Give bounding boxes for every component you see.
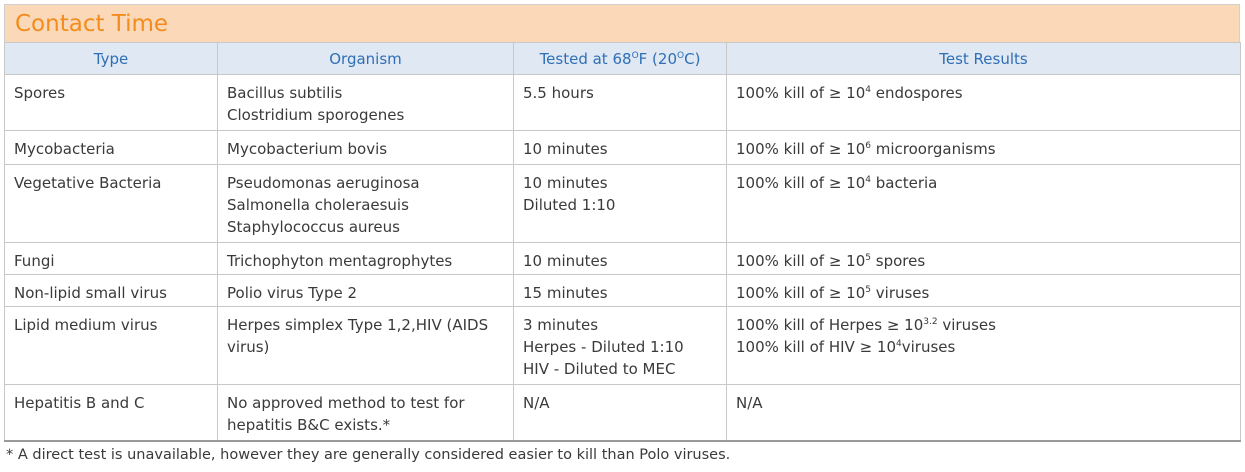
cell-type: Non-lipid small virus <box>4 274 218 307</box>
table-body: Spores Bacillus subtilis Clostridium sporo… <box>4 74 1241 442</box>
result-exponent: 6 <box>865 141 871 151</box>
cell-type: Fungi <box>4 242 218 275</box>
header-row: Type Organism Tested at 68OF (20OC) Test… <box>4 42 1241 75</box>
cell-tested: 10 minutes <box>513 242 727 275</box>
tested-line: 10 minutes <box>523 174 608 192</box>
cell-organism: Mycobacterium bovis <box>217 130 514 165</box>
cell-type: Hepatitis B and C <box>4 384 218 442</box>
organism-line: Trichophyton mentagrophytes <box>227 252 453 270</box>
cell-results: 100% kill of ≥ 106 microorganisms <box>726 130 1241 165</box>
tested-line: 10 minutes <box>523 140 608 158</box>
cell-tested: 10 minutes <box>513 130 727 165</box>
result-exponent: 4 <box>865 85 871 95</box>
tested-line: 5.5 hours <box>523 84 594 102</box>
result-text: 100% kill of ≥ 10 <box>736 174 866 192</box>
header-tested: Tested at 68OF (20OC) <box>513 42 727 75</box>
cell-type: Lipid medium virus <box>4 306 218 385</box>
cell-tested: 15 minutes <box>513 274 727 307</box>
organism-line: Mycobacterium bovis <box>227 140 388 158</box>
result-unit: viruses <box>871 284 930 302</box>
result-unit: spores <box>871 252 926 270</box>
cell-organism: Pseudomonas aeruginosa Salmonella cholera… <box>217 164 514 243</box>
result-text: 100% kill of ≥ 10 <box>736 140 866 158</box>
result-text: 100% kill of HIV ≥ 10 <box>736 338 896 356</box>
tested-line: 3 minutes <box>523 316 599 334</box>
result-unit: bacteria <box>871 174 938 192</box>
tested-line: Diluted 1:10 <box>523 196 616 214</box>
result-line: 100% kill of HIV ≥ 104viruses <box>736 336 1232 358</box>
tested-line: Herpes - Diluted 1:10 <box>523 338 684 356</box>
title-bar: Contact Time <box>4 4 1240 42</box>
result-line: 100% kill of ≥ 104 bacteria <box>736 172 1232 194</box>
organism-line: Polio virus Type 2 <box>227 284 358 302</box>
result-text: 100% kill of ≥ 10 <box>736 84 866 102</box>
header-results: Test Results <box>726 42 1241 75</box>
cell-organism: Bacillus subtilis Clostridium sporogenes <box>217 74 514 131</box>
cell-tested: 10 minutes Diluted 1:10 <box>513 164 727 243</box>
cell-type: Mycobacteria <box>4 130 218 165</box>
cell-tested: N/A <box>513 384 727 442</box>
footnote: * A direct test is unavailable, however … <box>6 447 731 463</box>
cell-results: 100% kill of ≥ 105 viruses <box>726 274 1241 307</box>
organism-text: Herpes simplex Type 1,2,HIV (AIDS virus) <box>227 316 489 356</box>
cell-results: 100% kill of Herpes ≥ 103.2 viruses 100% … <box>726 306 1241 385</box>
result-line: 100% kill of ≥ 106 microorganisms <box>736 138 1232 160</box>
result-exponent: 5 <box>865 285 871 295</box>
cell-type: Vegetative Bacteria <box>4 164 218 243</box>
result-unit: endospores <box>871 84 963 102</box>
result-unit: viruses <box>937 316 996 334</box>
result-exponent: 4 <box>865 175 871 185</box>
result-exponent: 4 <box>896 339 902 349</box>
result-unit: microorganisms <box>871 140 996 158</box>
result-line: 100% kill of ≥ 105 spores <box>736 250 1232 272</box>
cell-results: 100% kill of ≥ 104 bacteria <box>726 164 1241 243</box>
contact-time-panel: Contact Time Type Organism Tested at 68O… <box>4 4 1241 442</box>
cell-results: 100% kill of ≥ 105 spores <box>726 242 1241 275</box>
organism-line: Pseudomonas aeruginosa <box>227 174 420 192</box>
cell-type: Spores <box>4 74 218 131</box>
panel-title: Contact Time <box>15 10 169 37</box>
organism-line: Clostridium sporogenes <box>227 106 405 124</box>
tested-line: N/A <box>523 394 550 412</box>
cell-organism: No approved method to test for hepatitis… <box>217 384 514 442</box>
organism-line: Bacillus subtilis <box>227 84 343 102</box>
tested-line: HIV - Diluted to MEC <box>523 360 676 378</box>
organism-line: Salmonella choleraesuis <box>227 196 409 214</box>
cell-results: 100% kill of ≥ 104 endospores <box>726 74 1241 131</box>
table-row: Mycobacteria Mycobacterium bovis 10 minute… <box>4 130 1241 165</box>
result-line: N/A <box>736 392 1232 414</box>
result-unit: viruses <box>901 338 956 356</box>
table-row: Lipid medium virus Herpes simplex Type 1,… <box>4 306 1241 385</box>
organism-text: No approved method to test for hepatitis… <box>227 394 465 434</box>
cell-organism: Polio virus Type 2 <box>217 274 514 307</box>
tested-line: 15 minutes <box>523 284 608 302</box>
result-line: 100% kill of ≥ 105 viruses <box>736 282 1232 304</box>
contact-time-table: Type Organism Tested at 68OF (20OC) Test… <box>4 42 1241 442</box>
cell-tested: 5.5 hours <box>513 74 727 131</box>
result-exponent: 3.2 <box>923 317 938 327</box>
cell-organism: Herpes simplex Type 1,2,HIV (AIDS virus) <box>217 306 514 385</box>
table-row: Vegetative Bacteria Pseudomonas aeruginos… <box>4 164 1241 243</box>
tested-line: 10 minutes <box>523 252 608 270</box>
result-exponent: 5 <box>865 253 871 263</box>
header-organism: Organism <box>217 42 514 75</box>
result-line: 100% kill of ≥ 104 endospores <box>736 82 1232 104</box>
cell-tested: 3 minutes Herpes - Diluted 1:10 HIV - Dilu… <box>513 306 727 385</box>
organism-line: Staphylococcus aureus <box>227 218 400 236</box>
header-type: Type <box>4 42 218 75</box>
cell-results: N/A <box>726 384 1241 442</box>
result-line: 100% kill of Herpes ≥ 103.2 viruses <box>736 314 1232 336</box>
table-row: Hepatitis B and C No approved method to t… <box>4 384 1241 442</box>
result-text: 100% kill of ≥ 10 <box>736 284 866 302</box>
result-text: N/A <box>736 394 763 412</box>
cell-organism: Trichophyton mentagrophytes <box>217 242 514 275</box>
result-text: 100% kill of ≥ 10 <box>736 252 866 270</box>
result-text: 100% kill of Herpes ≥ 10 <box>736 316 924 334</box>
table-row: Fungi Trichophyton mentagrophytes 10 minut… <box>4 242 1241 275</box>
table-row: Spores Bacillus subtilis Clostridium sporo… <box>4 74 1241 131</box>
table-row: Non-lipid small virus Polio virus Type 2 1… <box>4 274 1241 307</box>
